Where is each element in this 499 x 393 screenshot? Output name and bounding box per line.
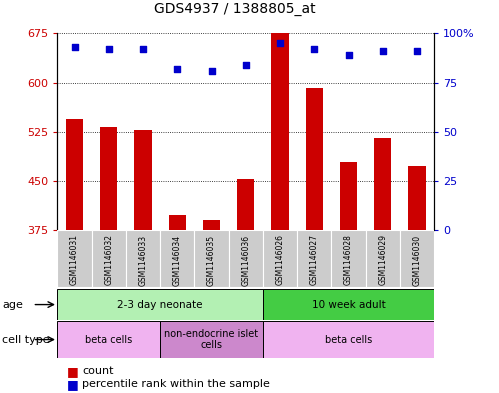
Point: [413, 48, 421, 54]
Text: GSM1146028: GSM1146028: [344, 235, 353, 285]
Text: GSM1146031: GSM1146031: [70, 235, 79, 285]
Bar: [134, 130, 152, 230]
Bar: [92, 230, 126, 287]
Bar: [169, 215, 186, 230]
Bar: [57, 289, 263, 320]
Text: GSM1146032: GSM1146032: [104, 235, 113, 285]
Bar: [331, 230, 366, 287]
Text: GSM1146036: GSM1146036: [241, 235, 250, 286]
Point: [208, 68, 216, 74]
Bar: [126, 230, 160, 287]
Bar: [409, 166, 426, 230]
Bar: [374, 138, 391, 230]
Bar: [195, 230, 229, 287]
Point: [139, 46, 147, 52]
Text: 2-3 day neonate: 2-3 day neonate: [117, 299, 203, 310]
Text: percentile rank within the sample: percentile rank within the sample: [82, 379, 270, 389]
Point: [379, 48, 387, 54]
Text: count: count: [82, 366, 114, 376]
Point: [173, 66, 181, 72]
Text: beta cells: beta cells: [325, 334, 372, 345]
Text: cell type: cell type: [2, 334, 50, 345]
Text: GDS4937 / 1388805_at: GDS4937 / 1388805_at: [154, 2, 315, 16]
Bar: [271, 33, 288, 230]
Text: age: age: [2, 299, 23, 310]
Point: [105, 46, 113, 52]
Bar: [229, 230, 263, 287]
Bar: [340, 162, 357, 230]
Text: GSM1146029: GSM1146029: [378, 235, 387, 285]
Bar: [237, 180, 254, 230]
Bar: [160, 230, 195, 287]
Bar: [160, 321, 263, 358]
Bar: [366, 230, 400, 287]
Text: ■: ■: [67, 378, 79, 391]
Text: GSM1146030: GSM1146030: [413, 235, 422, 286]
Text: beta cells: beta cells: [85, 334, 132, 345]
Bar: [263, 321, 434, 358]
Point: [344, 52, 352, 58]
Point: [70, 44, 78, 50]
Bar: [297, 230, 331, 287]
Text: GSM1146035: GSM1146035: [207, 235, 216, 286]
Point: [242, 62, 250, 68]
Bar: [263, 289, 434, 320]
Bar: [400, 230, 434, 287]
Text: GSM1146027: GSM1146027: [310, 235, 319, 285]
Point: [310, 46, 318, 52]
Bar: [100, 127, 117, 230]
Text: GSM1146033: GSM1146033: [139, 235, 148, 286]
Text: GSM1146026: GSM1146026: [275, 235, 284, 285]
Text: GSM1146034: GSM1146034: [173, 235, 182, 286]
Bar: [306, 88, 323, 230]
Text: ■: ■: [67, 365, 79, 378]
Bar: [66, 119, 83, 230]
Bar: [203, 220, 220, 230]
Point: [276, 40, 284, 46]
Text: 10 week adult: 10 week adult: [312, 299, 385, 310]
Bar: [263, 230, 297, 287]
Bar: [57, 230, 92, 287]
Text: non-endocrine islet
cells: non-endocrine islet cells: [165, 329, 258, 350]
Bar: [57, 321, 160, 358]
